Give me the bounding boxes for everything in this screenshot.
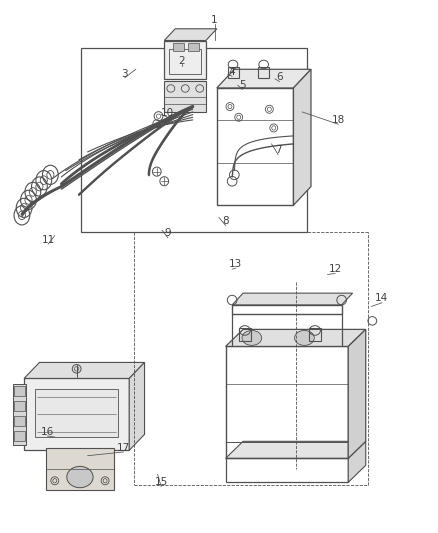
- Text: 10: 10: [161, 108, 174, 118]
- Bar: [258, 67, 269, 78]
- Polygon shape: [226, 329, 366, 346]
- Text: 8: 8: [222, 216, 229, 226]
- Ellipse shape: [67, 466, 93, 488]
- Bar: [226, 458, 348, 482]
- Ellipse shape: [242, 330, 261, 345]
- Text: 13: 13: [229, 259, 242, 269]
- Text: 16: 16: [41, 427, 54, 437]
- Text: 4: 4: [229, 67, 236, 77]
- Bar: [228, 67, 239, 78]
- Polygon shape: [164, 29, 217, 41]
- Text: 2: 2: [178, 56, 185, 66]
- Polygon shape: [226, 441, 366, 458]
- Bar: [14, 401, 25, 411]
- Polygon shape: [217, 69, 311, 88]
- Bar: [239, 328, 251, 341]
- Bar: [217, 88, 293, 205]
- Text: 1: 1: [211, 15, 218, 25]
- Bar: [14, 386, 25, 396]
- Bar: [35, 389, 118, 437]
- Bar: [173, 43, 184, 51]
- Bar: [309, 328, 321, 341]
- Text: 3: 3: [121, 69, 128, 78]
- Polygon shape: [24, 362, 145, 378]
- Polygon shape: [232, 293, 353, 305]
- Bar: [13, 384, 26, 445]
- Bar: [226, 442, 348, 458]
- Text: 5: 5: [239, 80, 246, 90]
- Bar: [14, 416, 25, 426]
- Bar: [46, 448, 114, 490]
- Text: 17: 17: [117, 443, 130, 453]
- Bar: [169, 49, 201, 74]
- Text: 12: 12: [328, 264, 342, 274]
- Bar: [14, 431, 25, 441]
- Text: 6: 6: [276, 72, 283, 82]
- Text: 14: 14: [375, 294, 389, 303]
- Bar: [232, 305, 342, 314]
- Bar: [81, 48, 307, 232]
- Bar: [164, 41, 206, 79]
- Text: 7: 7: [275, 146, 282, 155]
- Bar: [226, 346, 348, 458]
- Text: 15: 15: [155, 478, 168, 487]
- Text: 18: 18: [332, 115, 345, 125]
- Bar: [188, 43, 199, 51]
- Bar: [24, 378, 129, 450]
- Polygon shape: [348, 441, 366, 482]
- Polygon shape: [293, 69, 311, 205]
- Text: 11: 11: [42, 235, 55, 245]
- Polygon shape: [129, 362, 145, 450]
- Polygon shape: [348, 329, 366, 458]
- Bar: [164, 81, 206, 112]
- Text: 9: 9: [164, 229, 171, 238]
- Ellipse shape: [294, 330, 314, 345]
